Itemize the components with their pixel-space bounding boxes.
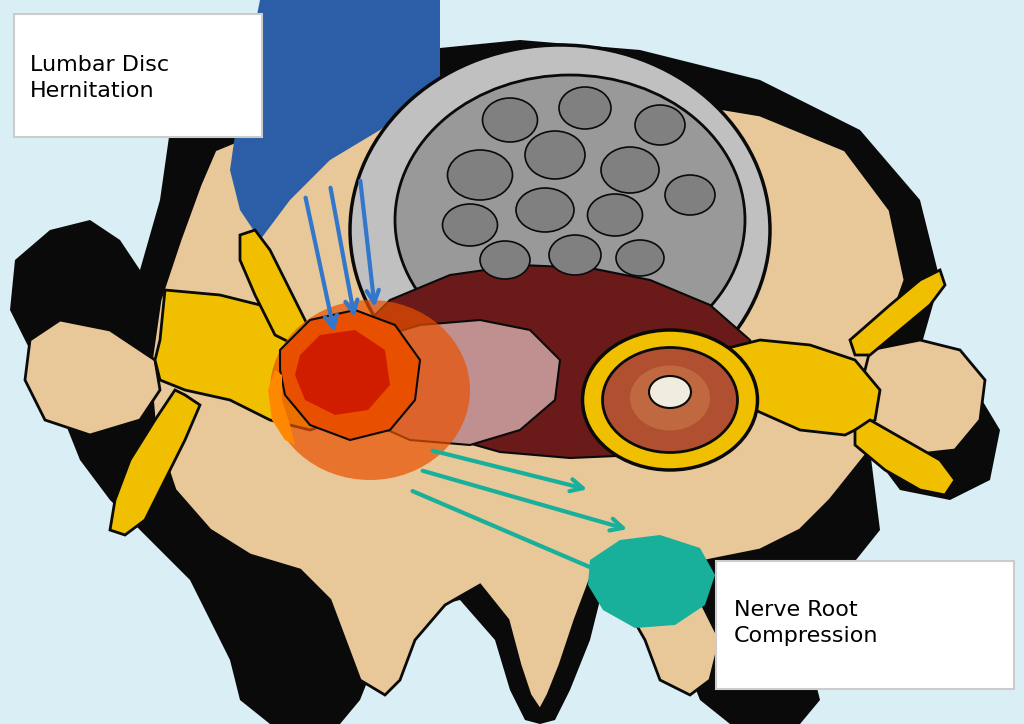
Ellipse shape: [649, 376, 691, 408]
Polygon shape: [850, 270, 945, 355]
Polygon shape: [860, 340, 985, 455]
Polygon shape: [110, 390, 200, 535]
Ellipse shape: [583, 330, 758, 470]
Polygon shape: [295, 330, 390, 415]
Polygon shape: [588, 535, 715, 628]
Ellipse shape: [602, 348, 737, 452]
Ellipse shape: [447, 150, 512, 200]
Ellipse shape: [516, 188, 574, 232]
Text: Nerve Root
Compression: Nerve Root Compression: [734, 600, 879, 647]
Polygon shape: [340, 320, 560, 445]
Ellipse shape: [482, 98, 538, 142]
Ellipse shape: [480, 241, 530, 279]
Ellipse shape: [525, 131, 585, 179]
Polygon shape: [25, 320, 160, 435]
Polygon shape: [280, 310, 420, 440]
FancyBboxPatch shape: [14, 14, 262, 137]
Ellipse shape: [616, 240, 664, 276]
Polygon shape: [855, 420, 955, 495]
Ellipse shape: [442, 204, 498, 246]
Ellipse shape: [601, 147, 659, 193]
Polygon shape: [240, 230, 310, 345]
Ellipse shape: [395, 75, 745, 365]
Ellipse shape: [270, 300, 470, 480]
FancyBboxPatch shape: [716, 561, 1014, 689]
Ellipse shape: [350, 45, 770, 415]
Text: Lumbar Disc
Hernitation: Lumbar Disc Hernitation: [30, 55, 169, 101]
Polygon shape: [350, 265, 760, 458]
Ellipse shape: [665, 175, 715, 215]
Polygon shape: [155, 290, 360, 430]
Polygon shape: [150, 88, 905, 710]
Ellipse shape: [559, 87, 611, 129]
Polygon shape: [705, 340, 880, 435]
Polygon shape: [10, 40, 1000, 724]
Polygon shape: [268, 370, 295, 445]
Polygon shape: [230, 0, 440, 240]
Ellipse shape: [549, 235, 601, 275]
Ellipse shape: [635, 105, 685, 145]
Ellipse shape: [588, 194, 642, 236]
Ellipse shape: [630, 366, 710, 431]
